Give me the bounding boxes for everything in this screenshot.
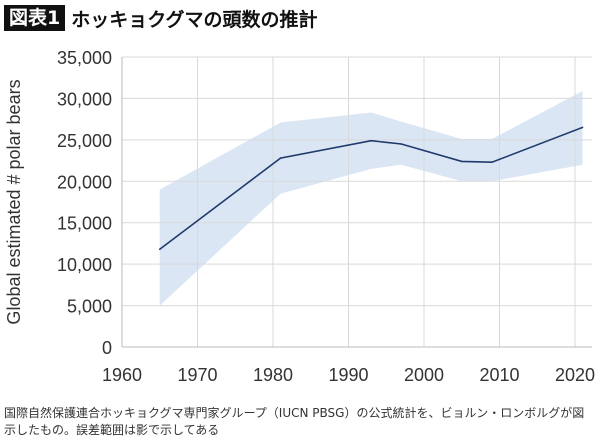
x-tick-label: 2010 [479, 365, 519, 385]
data-point [460, 160, 463, 163]
data-point [370, 139, 372, 142]
y-axis-label: Global estimated # polar bears [4, 79, 24, 324]
y-tick-label: 0 [102, 338, 112, 358]
figure-caption: 国際自然保護連合ホッキョクグマ専門家グループ（IUCN PBSG）の公式統計を、… [4, 406, 585, 437]
y-tick-label: 30,000 [57, 89, 112, 109]
y-tick-label: 10,000 [57, 255, 112, 275]
data-point [279, 157, 282, 159]
x-tick-label: 2000 [404, 365, 444, 385]
error-band [159, 90, 583, 306]
y-tick-label: 25,000 [57, 131, 112, 151]
figure-header: 図表1 ホッキョクグマの頭数の推計 [4, 4, 317, 32]
figure-title: ホッキョクグマの頭数の推計 [71, 8, 318, 31]
x-tick-label: 1980 [253, 365, 293, 385]
y-tick-label: 35,000 [57, 48, 112, 68]
x-tick-label: 2020 [555, 365, 595, 385]
x-tick-label: 1970 [177, 365, 217, 385]
y-tick-label: 5,000 [67, 297, 112, 317]
data-point [491, 161, 493, 164]
data-point [581, 126, 584, 129]
data-point [158, 248, 161, 251]
y-tick-label: 20,000 [57, 172, 112, 192]
y-tick-label: 15,000 [57, 214, 112, 234]
data-point [400, 143, 403, 145]
x-tick-label: 1960 [102, 365, 142, 385]
x-tick-label: 1990 [328, 365, 368, 385]
figure-badge: 図表1 [4, 5, 66, 31]
